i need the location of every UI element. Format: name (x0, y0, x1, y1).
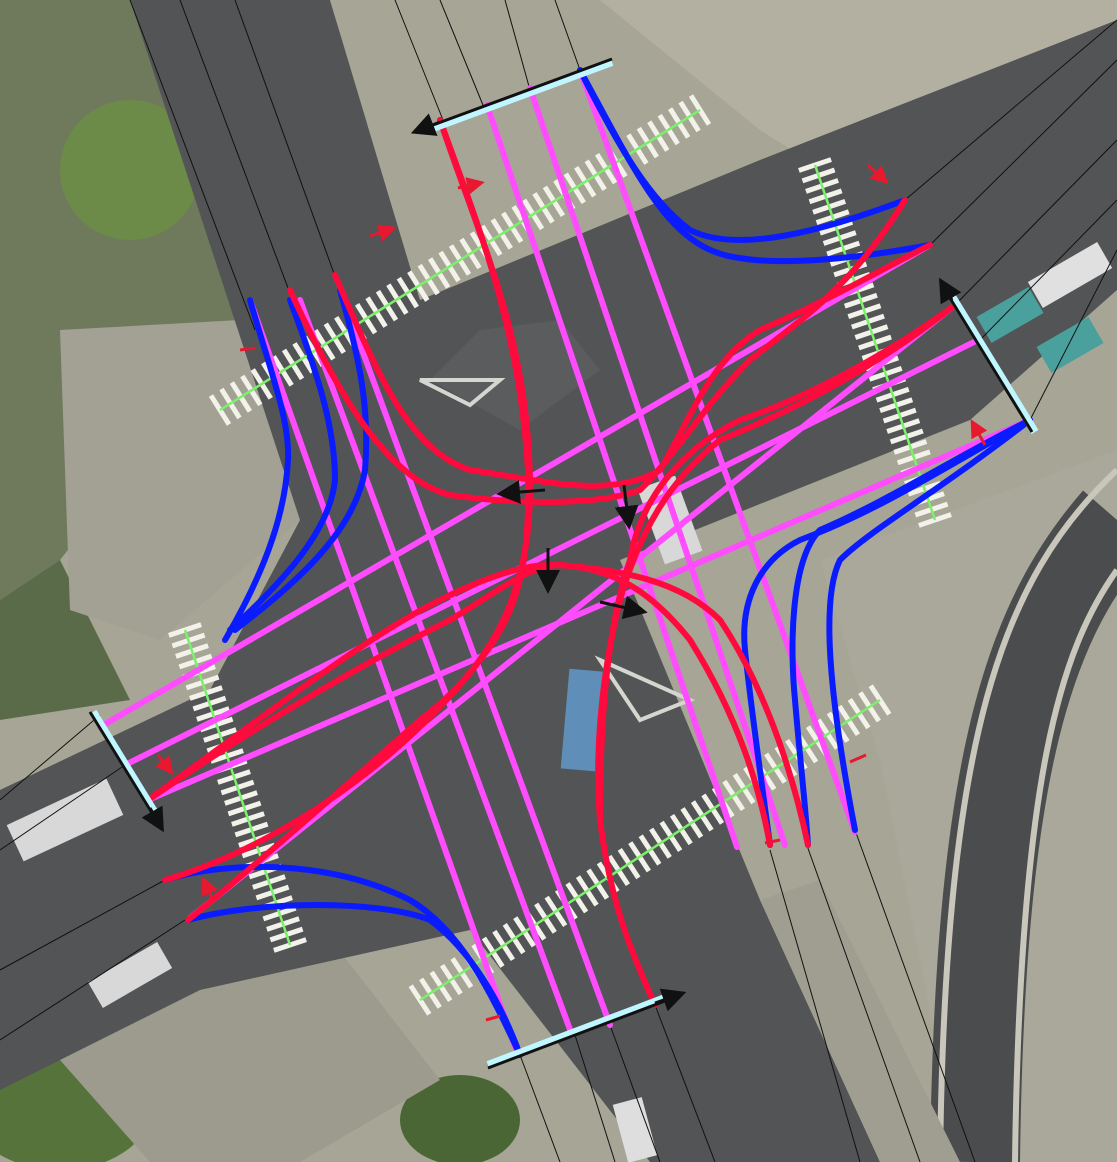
vehicle (560, 668, 605, 772)
stop-bar-arrow-icon (496, 480, 546, 504)
right-turn-path (227, 297, 339, 633)
movement-overlay (97, 67, 1033, 1058)
stop-bar-arrow-icon (614, 484, 639, 530)
right-turn-path (789, 417, 1033, 848)
vehicle (612, 1097, 658, 1162)
tree-canopy (400, 1075, 520, 1162)
crosswalk-south (408, 684, 892, 1016)
vehicle (976, 287, 1044, 343)
direction-arrow-icon (155, 754, 174, 776)
stop-bar-arrow-icon (938, 277, 962, 305)
left-turn-path (596, 302, 958, 1008)
vehicle (1027, 242, 1113, 308)
crosswalk-centerline (219, 108, 701, 412)
left-turn-path (145, 561, 773, 848)
crosswalk-centerline (183, 629, 292, 946)
right-turn-movements (162, 67, 1033, 1058)
median-n (330, 0, 470, 300)
right-turn-path (826, 417, 1033, 833)
crosswalk-north (208, 94, 712, 426)
island-marking (419, 378, 506, 408)
stop-bar-south (486, 988, 687, 1070)
through-path-south (247, 297, 521, 1058)
crosswalk-centerline (419, 698, 881, 1002)
through-path-north (577, 67, 858, 835)
stop-bar-arrow-icon (141, 805, 164, 833)
stop-bar-arrow-icon (654, 988, 687, 1012)
through-path-south (297, 297, 575, 1038)
island-marking (594, 655, 696, 723)
median-s (760, 880, 960, 1162)
right-turn-path (185, 902, 523, 1058)
stop-bar-layer (88, 57, 1039, 1070)
direction-arrow-icon (457, 177, 485, 195)
small-arrow-layer (155, 163, 988, 1022)
left-turn-path (595, 302, 958, 823)
stop-bar-east (938, 277, 1039, 435)
direction-arrow-icon (369, 224, 397, 242)
stop-bar-north (410, 57, 614, 136)
stop-bar-arrow-icon (410, 113, 441, 136)
vegetation-area-w (0, 560, 130, 720)
right-turn-path (222, 297, 292, 643)
direction-arrow-icon (970, 419, 988, 446)
left-turn-movements (145, 117, 958, 1008)
left-turn-path (332, 242, 933, 489)
through-path-east (187, 302, 958, 921)
tree-canopy (60, 100, 200, 240)
direction-arrow-icon (866, 163, 889, 185)
vehicle (87, 942, 173, 1008)
stop-bar-west (88, 709, 164, 833)
left-turn-path (287, 197, 908, 505)
highway-ramp (930, 467, 1117, 1162)
right-turn-path (577, 67, 933, 265)
vehicle (1036, 317, 1104, 373)
through-path-north (484, 102, 740, 850)
right-turn-path (232, 287, 370, 633)
left-turn-path (185, 117, 534, 923)
vehicle (6, 778, 124, 862)
through-path-west (122, 337, 981, 768)
through-path-east (145, 417, 1033, 803)
direction-arrow-icon (201, 876, 218, 899)
stop-bar-arrow-icon (599, 595, 648, 620)
